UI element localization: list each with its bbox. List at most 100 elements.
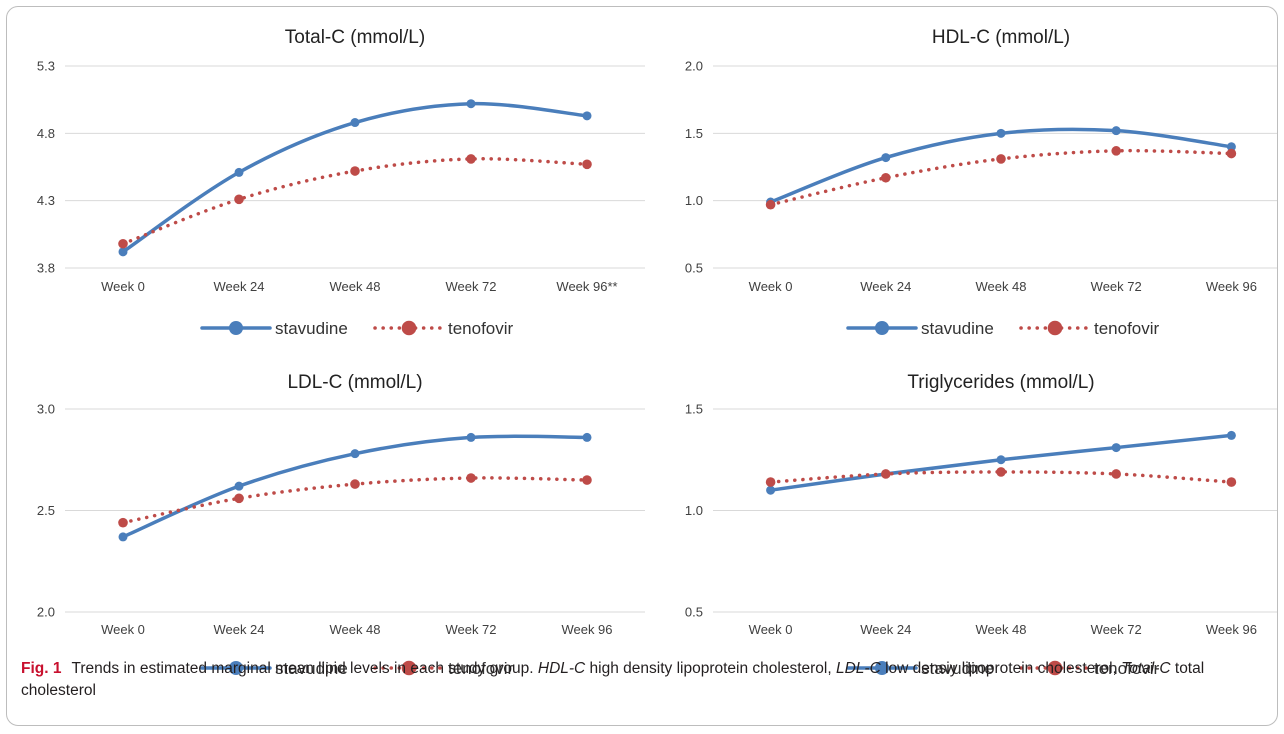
caption-label: Fig. 1 xyxy=(21,660,62,677)
legend-label: tenofovir xyxy=(1094,319,1160,338)
data-point-tenofovir xyxy=(234,194,244,205)
figure-caption: Fig. 1 Trends in estimated marginal mean … xyxy=(21,658,1271,702)
chart-3: LDL-C (mmol/L) 2.0 2.5 3.0 Week 0 Week 24 Week… xyxy=(37,372,645,678)
data-point-tenofovir xyxy=(996,154,1006,164)
legend-item-tenofovir: tenofovir xyxy=(373,659,514,678)
legend-marker xyxy=(1047,320,1063,336)
legend-item-tenofovir: tenofovir xyxy=(373,319,514,338)
chart-title: Total-C (mmol/L) xyxy=(285,27,425,48)
data-point-tenofovir xyxy=(234,493,244,504)
legend-item-stavudine: stavudine xyxy=(846,319,994,338)
x-tick-label: Week 0 xyxy=(101,622,145,637)
x-tick-label: Week 96 xyxy=(1206,622,1257,637)
data-point-tenofovir xyxy=(466,154,476,164)
data-point-stavudine xyxy=(350,449,360,459)
x-tick-label: Week 24 xyxy=(860,622,911,637)
data-point-stavudine xyxy=(582,432,592,442)
legend-label: stavudine xyxy=(275,659,348,678)
legend-marker xyxy=(229,321,243,335)
data-point-tenofovir xyxy=(350,166,360,176)
data-point-tenofovir xyxy=(765,199,776,210)
caption-text-2: high density lipoprotein cholesterol, xyxy=(585,660,836,677)
data-point-stavudine xyxy=(766,485,776,495)
x-tick-label: Week 48 xyxy=(975,279,1026,294)
x-tick-label: Week 72 xyxy=(445,622,496,637)
chart-title: LDL-C (mmol/L) xyxy=(287,372,422,393)
data-point-stavudine xyxy=(996,128,1006,138)
legend-marker xyxy=(401,660,417,676)
data-point-stavudine xyxy=(118,247,128,257)
data-point-tenofovir xyxy=(350,479,360,489)
y-tick-label: 1.5 xyxy=(685,402,703,417)
data-point-stavudine xyxy=(234,167,244,177)
x-tick-label: Week 0 xyxy=(101,279,145,294)
data-point-stavudine xyxy=(996,455,1006,465)
x-tick-label: Week 48 xyxy=(329,622,380,637)
caption-abbr-total: Total-C xyxy=(1121,660,1171,677)
y-tick-label: 5.3 xyxy=(37,59,55,74)
data-point-tenofovir xyxy=(765,477,776,487)
legend-label: tenofovir xyxy=(1094,659,1160,678)
chart-1: Total-C (mmol/L) 3.8 4.3 4.8 5.3 Week 0 Week 2… xyxy=(37,27,645,338)
x-tick-label: Week 0 xyxy=(749,622,793,637)
legend-marker xyxy=(1047,660,1063,676)
legend-label: tenofovir xyxy=(448,319,514,338)
chart-title: Triglycerides (mmol/L) xyxy=(907,372,1094,393)
legend-marker xyxy=(875,321,889,335)
y-tick-label: 3.8 xyxy=(37,261,55,276)
data-point-stavudine xyxy=(582,111,592,121)
legend-item-tenofovir: tenofovir xyxy=(1019,659,1160,678)
y-tick-label: 0.5 xyxy=(685,261,703,276)
y-tick-label: 3.0 xyxy=(37,402,55,417)
legend-label: stavudine xyxy=(921,659,994,678)
charts-panel: Total-C (mmol/L) 3.8 4.3 4.8 5.3 Week 0 Week 2… xyxy=(37,27,1277,678)
legend-item-stavudine: stavudine xyxy=(200,319,348,338)
data-point-stavudine xyxy=(350,118,360,128)
legend-item-stavudine: stavudine xyxy=(200,659,348,678)
data-point-tenofovir xyxy=(118,238,128,249)
legend-marker xyxy=(875,661,889,675)
x-tick-label: Week 96** xyxy=(556,279,617,294)
data-point-stavudine xyxy=(118,532,128,542)
caption-text-3: low densiy lipoprotein cholesterol, xyxy=(880,660,1122,677)
x-tick-label: Week 0 xyxy=(749,279,793,294)
chart-2: HDL-C (mmol/L) 0.5 1.0 1.5 2.0 Week 0 Week 24 W… xyxy=(685,27,1277,338)
data-point-tenofovir xyxy=(466,473,476,483)
data-point-stavudine xyxy=(466,432,476,442)
y-tick-label: 1.0 xyxy=(685,193,703,208)
legend-label: stavudine xyxy=(921,319,994,338)
data-point-tenofovir xyxy=(881,172,891,183)
data-point-stavudine xyxy=(881,153,891,163)
caption-abbr-ldl: LDL-C xyxy=(835,660,881,677)
y-tick-label: 4.3 xyxy=(37,193,55,208)
x-tick-label: Week 24 xyxy=(860,279,911,294)
data-point-stavudine xyxy=(1111,443,1121,453)
legend-marker xyxy=(229,661,243,675)
x-tick-label: Week 48 xyxy=(329,279,380,294)
x-tick-label: Week 24 xyxy=(213,279,264,294)
chart-4: Triglycerides (mmol/L) 0.5 1.0 1.5 Week 0 Wee… xyxy=(685,372,1277,678)
data-point-tenofovir xyxy=(1226,148,1237,159)
y-tick-label: 1.0 xyxy=(685,503,703,518)
y-tick-label: 0.5 xyxy=(685,605,703,620)
data-point-tenofovir xyxy=(1226,477,1237,487)
data-point-stavudine xyxy=(1226,430,1236,440)
series-line-stavudine xyxy=(768,127,1234,204)
y-tick-label: 2.5 xyxy=(37,503,55,518)
chart-title: HDL-C (mmol/L) xyxy=(932,27,1070,48)
y-tick-label: 2.0 xyxy=(37,605,55,620)
data-point-tenofovir xyxy=(996,467,1006,477)
y-tick-label: 1.5 xyxy=(685,126,703,141)
data-point-tenofovir xyxy=(1111,146,1121,156)
legend-item-tenofovir: tenofovir xyxy=(1019,319,1160,338)
x-tick-label: Week 24 xyxy=(213,622,264,637)
x-tick-label: Week 96 xyxy=(1206,279,1257,294)
caption-text-1: Trends in estimated marginal mean lipid … xyxy=(71,660,538,677)
data-point-tenofovir xyxy=(582,475,592,485)
caption-abbr-hdl: HDL-C xyxy=(537,660,586,677)
data-point-tenofovir xyxy=(582,159,592,170)
data-point-stavudine xyxy=(1226,142,1236,152)
x-tick-label: Week 48 xyxy=(975,622,1026,637)
data-point-stavudine xyxy=(466,99,476,109)
legend-item-stavudine: stavudine xyxy=(846,659,994,678)
